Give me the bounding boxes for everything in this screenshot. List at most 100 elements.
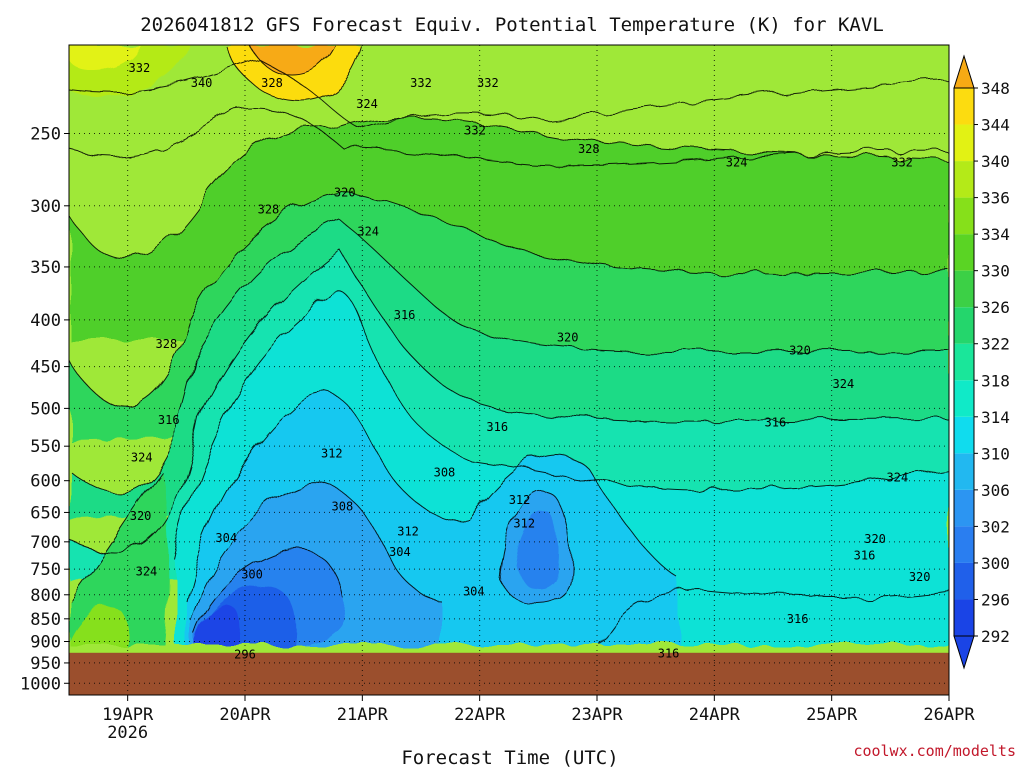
colorbar-segment bbox=[954, 161, 974, 198]
x-tick-label: 20APR bbox=[219, 705, 271, 725]
contour-label: 312 bbox=[321, 446, 343, 460]
contour-label: 316 bbox=[486, 420, 508, 434]
contour-label: 324 bbox=[136, 564, 158, 578]
colorbar-segment bbox=[954, 343, 974, 381]
colorbar-label: 292 bbox=[981, 627, 1010, 646]
colorbar-segment bbox=[954, 562, 974, 600]
contour-label: 328 bbox=[261, 76, 283, 90]
y-tick-label: 800 bbox=[30, 586, 61, 606]
colorbar-segment bbox=[954, 416, 974, 454]
colorbar-segment bbox=[954, 197, 974, 235]
colorbar-segment bbox=[954, 234, 974, 271]
terrain-surface bbox=[69, 652, 949, 695]
colorbar-bottom-arrow bbox=[953, 635, 975, 670]
x-tick-label: 19APR bbox=[102, 705, 154, 725]
contour-label: 316 bbox=[158, 413, 180, 427]
chart-title: 2026041812 GFS Forecast Equiv. Potential… bbox=[140, 14, 884, 36]
contour-label: 328 bbox=[258, 203, 280, 217]
x-tick-label: 23APR bbox=[571, 705, 623, 725]
colorbar: 292 296 300 302 306 310 314 318 322 326 330 334 336 3… bbox=[953, 54, 1010, 670]
x-tick-sublabel: 2026 bbox=[107, 723, 148, 743]
x-tick-label: 25APR bbox=[806, 705, 858, 725]
colorbar-label: 314 bbox=[981, 408, 1010, 427]
y-tick-label: 1000 bbox=[20, 674, 61, 694]
colorbar-label: 334 bbox=[981, 225, 1010, 244]
colorbar-label: 336 bbox=[981, 189, 1010, 208]
y-tick-label: 400 bbox=[30, 311, 61, 331]
x-tick-label: 24APR bbox=[689, 705, 741, 725]
y-tick-label: 650 bbox=[30, 503, 61, 523]
contour-label: 332 bbox=[477, 76, 499, 90]
colorbar-segment bbox=[954, 380, 974, 417]
contour-label: 320 bbox=[130, 509, 152, 523]
colorbar-segment bbox=[954, 453, 974, 490]
contour-label: 320 bbox=[334, 185, 356, 199]
contour-label: 320 bbox=[909, 570, 931, 584]
y-axis: 2503003504004505005506006507007508008509… bbox=[20, 124, 69, 694]
colorbar-frame bbox=[953, 87, 975, 637]
x-axis-label: Forecast Time (UTC) bbox=[401, 747, 618, 768]
contour-label: 316 bbox=[658, 647, 680, 661]
contour-label: 324 bbox=[131, 451, 153, 465]
colorbar-label: 296 bbox=[981, 590, 1010, 609]
colorbar-label: 300 bbox=[981, 554, 1010, 573]
colorbar-label: 306 bbox=[981, 481, 1010, 500]
contour-label: 320 bbox=[864, 532, 886, 546]
contour-label: 312 bbox=[397, 524, 419, 538]
contour-label: 332 bbox=[464, 123, 486, 137]
colorbar-label: 348 bbox=[981, 79, 1010, 98]
colorbar-label: 322 bbox=[981, 335, 1010, 354]
contour-label: 316 bbox=[787, 612, 809, 626]
contour-label: 312 bbox=[509, 493, 531, 507]
y-tick-label: 250 bbox=[30, 124, 61, 144]
x-tick-label: 26APR bbox=[923, 705, 975, 725]
contour-label: 332 bbox=[891, 156, 913, 170]
x-tick-label: 22APR bbox=[454, 705, 506, 725]
colorbar-label: 318 bbox=[981, 371, 1010, 390]
gridlines bbox=[69, 45, 950, 695]
colorbar-segment bbox=[954, 270, 974, 308]
contour-label: 340 bbox=[191, 76, 213, 90]
contour-label: 316 bbox=[765, 415, 787, 429]
contour-labels: 332 340 328 332 332 324 332 328 324 332 320 328 324 3… bbox=[129, 61, 931, 661]
contour-label: 308 bbox=[332, 499, 354, 513]
colorbar-top-arrow bbox=[953, 54, 975, 89]
theta-e-field bbox=[69, 45, 949, 695]
colorbar-label: 344 bbox=[981, 116, 1010, 135]
contour-label: 328 bbox=[578, 142, 600, 156]
contour-label: 304 bbox=[215, 531, 237, 545]
y-tick-label: 950 bbox=[30, 654, 61, 674]
y-tick-label: 600 bbox=[30, 472, 61, 492]
colorbar-segment bbox=[954, 307, 974, 344]
colorbar-label: 340 bbox=[981, 152, 1010, 171]
contour-label: 296 bbox=[234, 647, 256, 661]
contour-label: 308 bbox=[434, 466, 456, 480]
contour-label: 332 bbox=[410, 76, 432, 90]
contour-label: 324 bbox=[726, 156, 748, 170]
contour-label: 324 bbox=[357, 224, 379, 238]
contour-label: 300 bbox=[241, 567, 263, 581]
contour-label: 312 bbox=[513, 516, 535, 530]
contour-label: 324 bbox=[887, 470, 909, 484]
colorbar-segment bbox=[954, 88, 974, 125]
y-tick-label: 850 bbox=[30, 610, 61, 630]
contour-label: 324 bbox=[833, 377, 855, 391]
y-tick-label: 300 bbox=[30, 197, 61, 217]
credit-text: coolwx.com/modelts bbox=[853, 742, 1016, 760]
y-tick-label: 500 bbox=[30, 399, 61, 419]
colorbar-segment bbox=[954, 489, 974, 527]
colorbar-segment bbox=[954, 526, 974, 563]
y-tick-label: 900 bbox=[30, 632, 61, 652]
y-tick-label: 750 bbox=[30, 560, 61, 580]
contour-label: 320 bbox=[789, 343, 811, 357]
contour-label: 332 bbox=[129, 61, 151, 75]
contour-label: 316 bbox=[394, 308, 416, 322]
contour-label: 328 bbox=[156, 337, 178, 351]
contour-label: 324 bbox=[356, 97, 378, 111]
colorbar-segment bbox=[954, 124, 974, 162]
contour-label: 320 bbox=[557, 330, 579, 344]
colorbar-label: 310 bbox=[981, 444, 1010, 463]
y-tick-label: 550 bbox=[30, 437, 61, 457]
